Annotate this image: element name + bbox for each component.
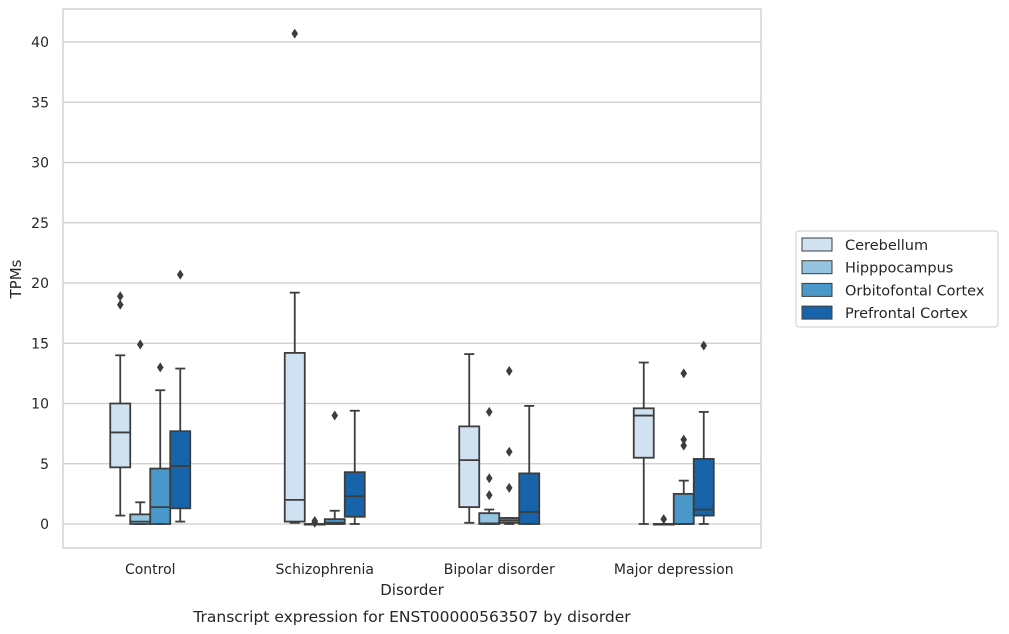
y-tick-label: 40 xyxy=(31,35,49,51)
box-group xyxy=(323,410,346,525)
gridlines xyxy=(63,41,761,525)
legend-swatch xyxy=(801,260,833,275)
box xyxy=(343,471,366,518)
x-tick-label: Bipolar disorder xyxy=(444,562,555,578)
y-tick-label: 35 xyxy=(31,95,49,111)
outlier-point xyxy=(660,514,668,525)
box xyxy=(478,512,501,525)
outlier-point xyxy=(311,515,319,526)
legend-frame xyxy=(795,230,999,328)
box-group xyxy=(498,365,521,525)
y-tick-label: 0 xyxy=(40,517,49,533)
outlier-point xyxy=(680,368,688,379)
outlier-point xyxy=(176,269,184,280)
box-group xyxy=(692,340,715,525)
box xyxy=(458,425,481,509)
legend: Cerebellum Hipppocampus Orbitofontal Corte… xyxy=(795,230,999,328)
y-tick-label: 20 xyxy=(31,276,49,292)
box-group xyxy=(632,361,655,525)
legend-swatch xyxy=(801,237,833,252)
outlier-point xyxy=(331,410,339,421)
legend-swatch xyxy=(801,305,833,320)
outlier-point xyxy=(505,365,513,376)
outlier-point xyxy=(116,291,124,302)
x-tick-label: Control xyxy=(125,562,176,578)
box xyxy=(323,518,346,525)
x-tick-label: Schizophrenia xyxy=(276,562,374,578)
y-tick-label: 10 xyxy=(31,397,49,413)
box-group xyxy=(303,515,326,528)
outlier-point xyxy=(680,440,688,451)
y-tick-label: 15 xyxy=(31,336,49,352)
x-tick-labels: Control Schizophrenia Bipolar disorder Majo… xyxy=(125,562,734,578)
box-group xyxy=(283,28,306,524)
outlier-point xyxy=(700,340,708,351)
box xyxy=(692,458,715,517)
box xyxy=(129,513,152,525)
y-tick-label: 25 xyxy=(31,216,49,232)
box-group xyxy=(343,409,366,525)
legend-label: Prefrontal Cortex xyxy=(845,306,968,322)
outlier-point xyxy=(291,28,299,39)
outlier-point xyxy=(680,434,688,445)
x-tick-label: Major depression xyxy=(614,562,734,578)
box-group xyxy=(518,405,541,525)
outlier-point xyxy=(505,482,513,493)
box xyxy=(283,351,306,523)
box xyxy=(169,430,192,510)
legend-label: Hipppocampus xyxy=(845,261,953,277)
x-axis-label: Disorder xyxy=(380,581,444,599)
y-tick-label: 5 xyxy=(40,457,49,473)
chart-caption: Transcript expression for ENST0000056350… xyxy=(192,608,631,626)
box-group xyxy=(129,339,152,525)
plot-area xyxy=(109,28,715,528)
outlier-point xyxy=(136,339,144,350)
legend-label: Cerebellum xyxy=(845,238,928,254)
legend-label: Orbitofontal Cortex xyxy=(845,283,985,299)
legend-swatch xyxy=(801,282,833,297)
y-tick-labels: 0 5 10 15 20 25 30 35 40 xyxy=(31,35,49,533)
box xyxy=(149,467,172,525)
box-group xyxy=(169,269,192,523)
outlier-point xyxy=(156,362,164,373)
box xyxy=(632,407,655,459)
outlier-point xyxy=(485,406,493,417)
outlier-point xyxy=(485,473,493,484)
outlier-point xyxy=(485,490,493,501)
box-group xyxy=(109,291,132,517)
outlier-point xyxy=(505,446,513,457)
box-group xyxy=(478,406,501,525)
box-group xyxy=(672,368,695,525)
y-tick-label: 30 xyxy=(31,156,49,172)
y-axis-label: TPMs xyxy=(7,259,25,299)
plot-frame xyxy=(62,8,762,549)
box xyxy=(672,492,695,525)
box-group xyxy=(652,514,675,526)
box-group xyxy=(458,353,481,524)
outlier-point xyxy=(116,299,124,310)
box xyxy=(518,472,541,525)
box-group xyxy=(149,362,172,525)
box xyxy=(109,402,132,469)
